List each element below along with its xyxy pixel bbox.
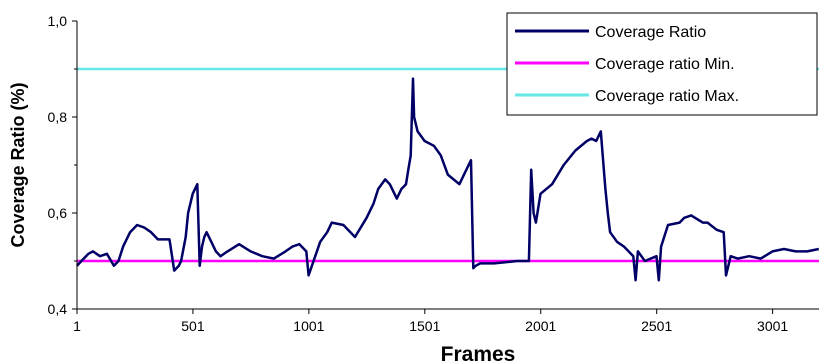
y-axis-title: Coverage Ratio (%) [8,82,28,247]
y-tick-label: 1,0 [48,13,68,29]
legend: Coverage Ratio Coverage ratio Min. Coverag… [506,12,818,116]
x-tick-label: 3001 [757,318,788,334]
series-line-0 [76,77,820,282]
y-tick-label: 0,6 [48,205,68,221]
x-tick-label: 1501 [409,318,440,334]
legend-label: Coverage ratio Max. [595,88,739,105]
x-tick-label: 1 [73,318,81,334]
x-tick-label: 2501 [641,318,672,334]
y-tick-label: 0,8 [48,109,68,125]
x-tick-label: 1001 [293,318,324,334]
x-tick-label: 2001 [525,318,556,334]
y-tick-label: 0,4 [48,301,68,317]
legend-label: Coverage Ratio [595,24,706,41]
axes: 0,40,60,81,01 501 1001 1501 2001 2501 3001 [48,13,819,334]
x-axis-title: Frames [441,343,516,363]
x-tick-label: 501 [181,318,205,334]
legend-label: Coverage ratio Min. [595,56,735,73]
